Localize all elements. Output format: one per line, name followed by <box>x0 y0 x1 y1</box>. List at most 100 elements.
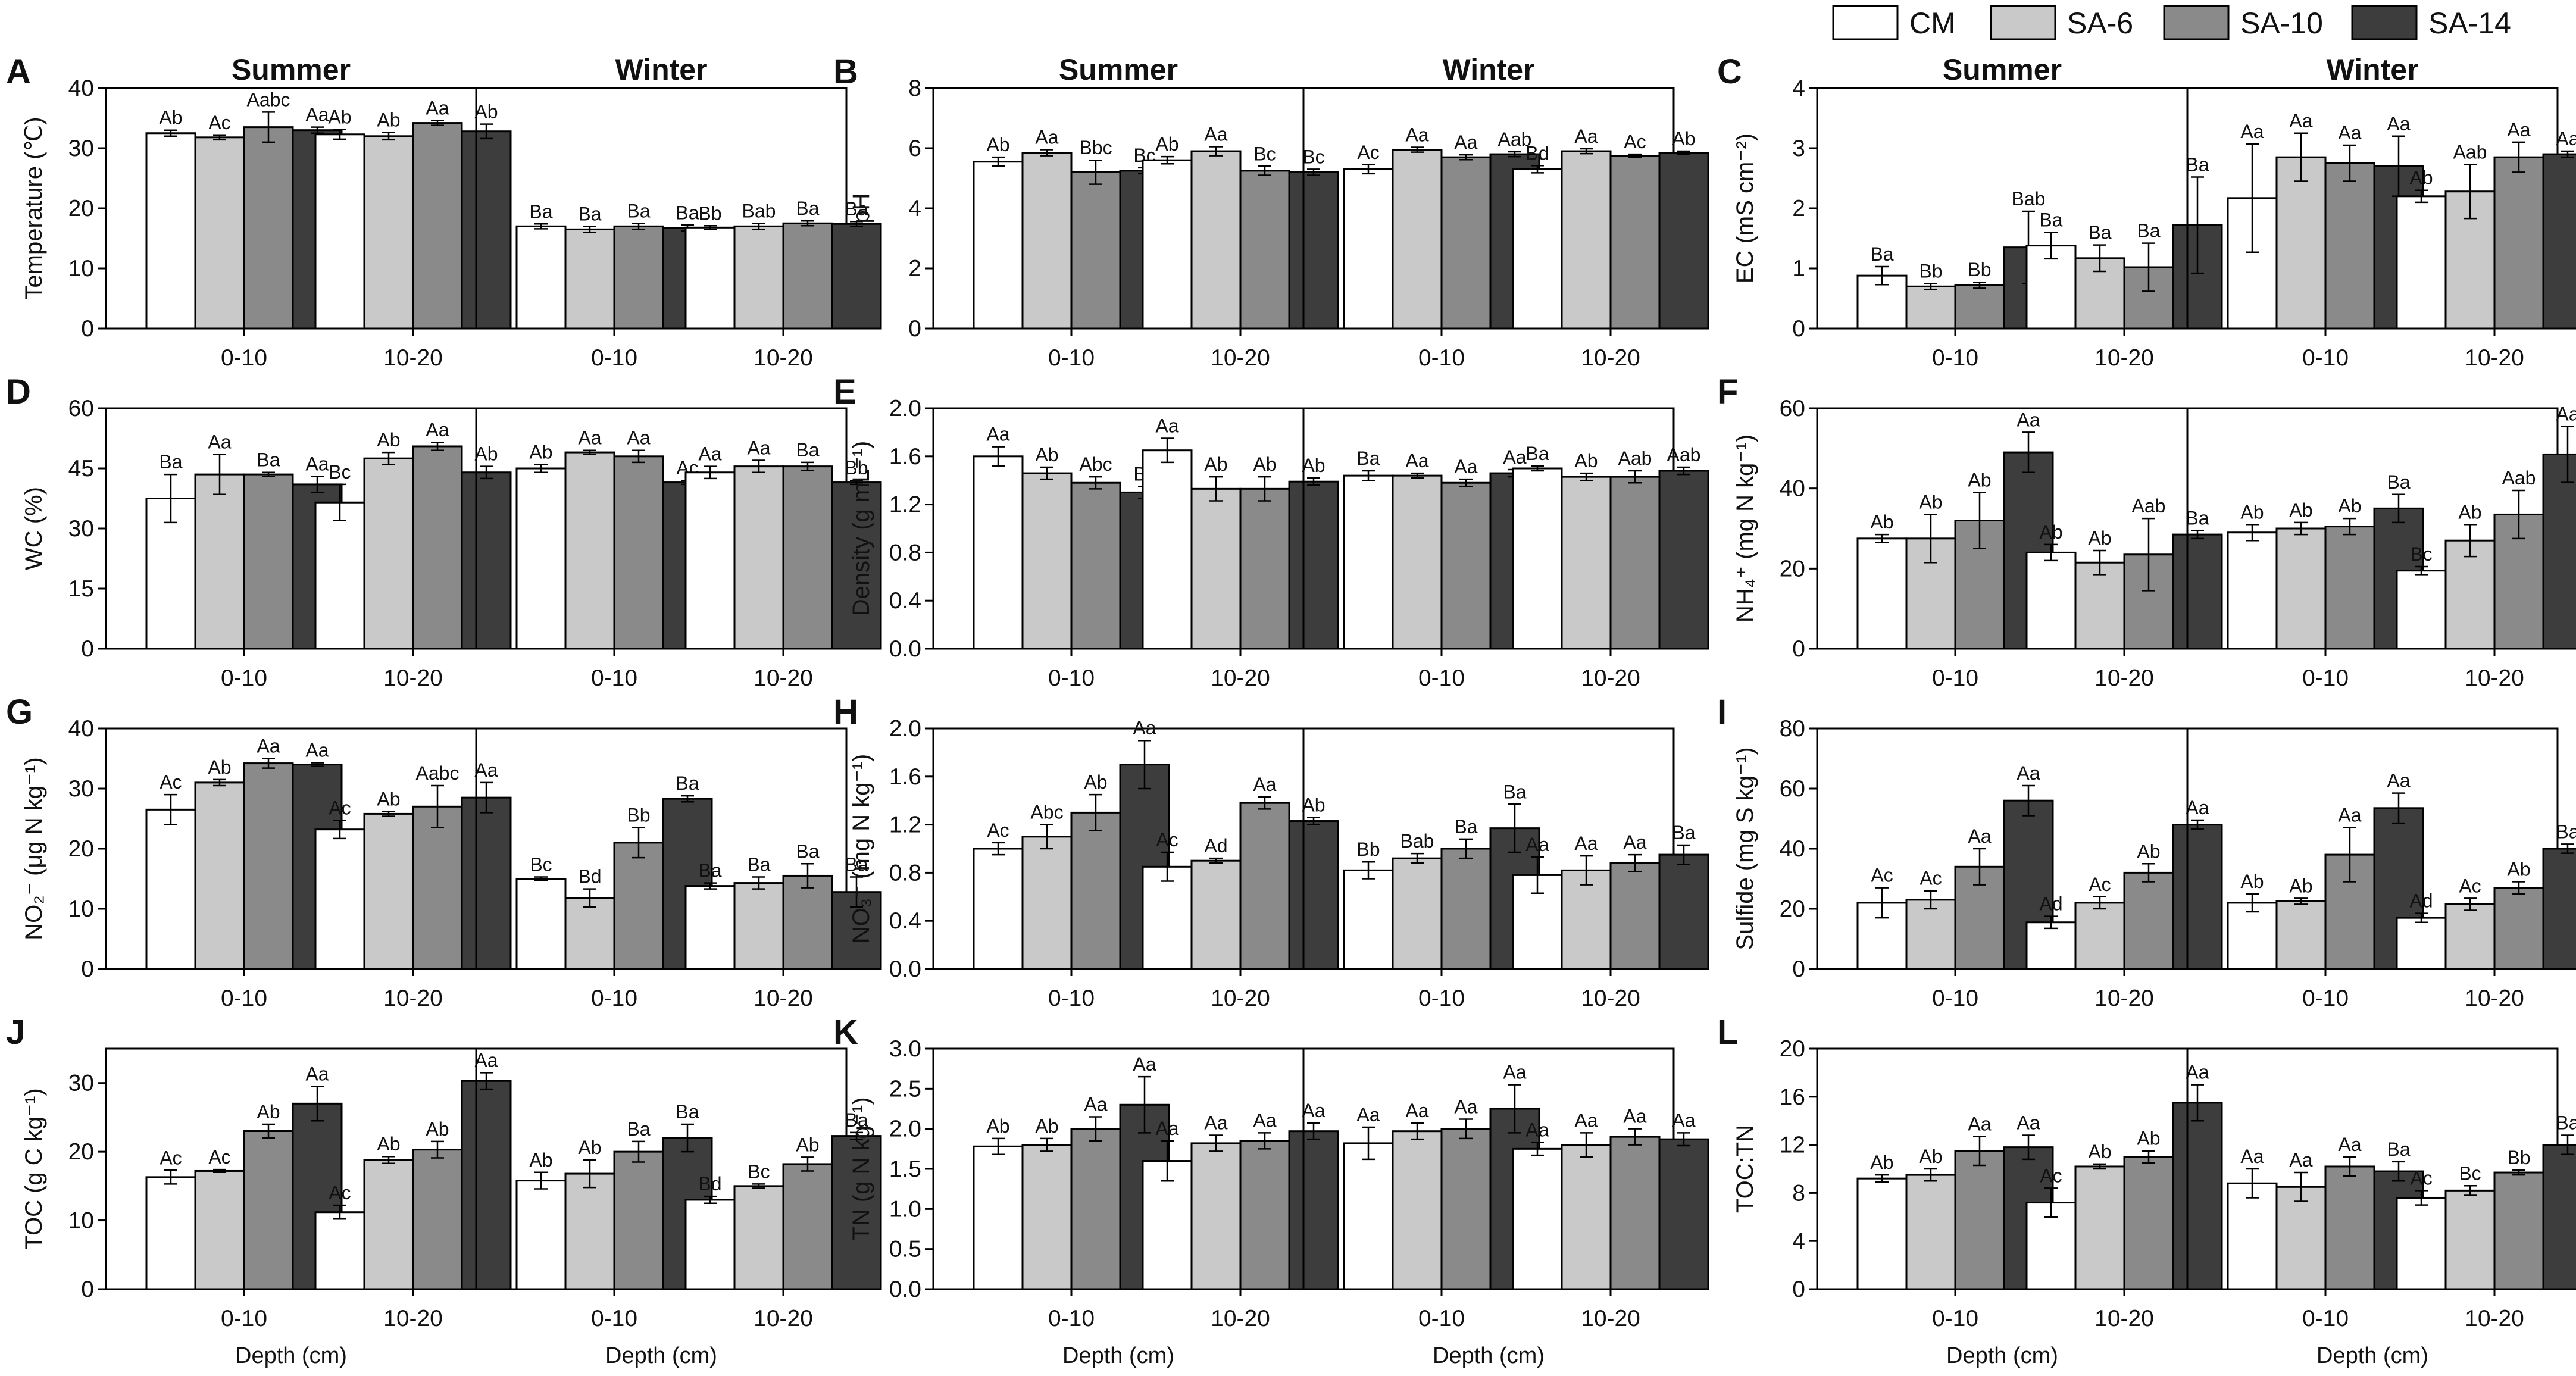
x-axis-label: Depth (cm) <box>1062 1343 1174 1368</box>
significance-label: Ab <box>328 107 351 128</box>
x-tick-label: 10-20 <box>2465 1306 2524 1331</box>
bar-cm <box>145 1176 196 1290</box>
bar-sa6 <box>1392 474 1443 650</box>
bar-cm <box>515 1180 567 1290</box>
significance-label: Bbc <box>1079 137 1112 158</box>
significance-label: Aa <box>1503 446 1526 468</box>
x-tick-label: 10-20 <box>383 345 443 371</box>
legend: CM SA-6 SA-10 SA-14 <box>1832 5 2511 40</box>
significance-label: Aa <box>1454 1096 1477 1118</box>
x-tick-label: 10-20 <box>754 1306 813 1331</box>
bar-cm <box>1343 474 1394 650</box>
y-tick-label: 45 <box>68 456 94 481</box>
significance-label: Aa <box>426 419 449 440</box>
x-axis-label: Depth (cm) <box>2316 1343 2428 1368</box>
significance-label: Aa <box>2289 1149 2312 1171</box>
bar-sa14 <box>2172 533 2223 650</box>
significance-label: Ab <box>2240 871 2264 892</box>
legend-label-cm: CM <box>1909 7 1956 40</box>
significance-label: Aa <box>1204 123 1227 145</box>
panel-letter: F <box>1717 373 1738 411</box>
bar-sa6 <box>1392 857 1443 970</box>
significance-label: Ab <box>529 1149 552 1171</box>
bar-sa10 <box>243 762 294 970</box>
significance-label: Aab <box>1498 129 1532 150</box>
bar-sa14 <box>1658 853 1709 970</box>
significance-label: Ac <box>1871 865 1893 886</box>
significance-label: Aa <box>1574 833 1598 854</box>
bar-sa14 <box>831 1135 882 1290</box>
significance-label: Ac <box>987 820 1009 841</box>
significance-label: Bc <box>2459 1162 2481 1184</box>
x-tick-label: 10-20 <box>754 986 813 1011</box>
y-tick-label: 1.6 <box>889 764 921 790</box>
x-tick-label: 0-10 <box>591 986 637 1011</box>
significance-label: Ac <box>1920 868 1942 889</box>
bar-sa6 <box>2444 903 2496 970</box>
significance-label: Ac <box>2459 875 2481 896</box>
bar-sa6 <box>1905 285 1956 330</box>
bar-sa6 <box>564 897 615 970</box>
subpanel-winter: Ac Aa Aa Aab 0-10 Bd Aa Ac Ab 10-20 <box>1302 87 1709 371</box>
significance-label: Ac <box>2040 1165 2062 1186</box>
significance-label: Ac <box>208 112 230 133</box>
significance-label: Aa <box>2240 1146 2264 1167</box>
bar-sa6 <box>2275 527 2327 650</box>
bar-cm <box>145 808 196 970</box>
bar-cm <box>973 848 1024 970</box>
significance-label: Aa <box>1035 127 1058 148</box>
x-tick-label: 10-20 <box>2465 345 2524 371</box>
y-tick-label: 12 <box>1780 1133 1805 1158</box>
significance-label: Ab <box>796 1134 819 1155</box>
season-title-winter: Winter <box>2326 53 2418 86</box>
significance-label: Ba <box>676 773 699 794</box>
bar-cm <box>1512 467 1563 650</box>
panel-letter: E <box>833 373 856 411</box>
y-tick-label: 20 <box>1780 896 1805 922</box>
legend-swatch-cm <box>1832 5 1899 40</box>
subpanel-summer: Ab Ab Ab Aa 0-10 Ab Ab Aab Ba 10-20 <box>1816 407 2223 691</box>
significance-label: Ba <box>2556 1112 2576 1133</box>
y-tick-label: 30 <box>68 516 94 542</box>
significance-label: Ab <box>986 1115 1009 1137</box>
significance-label: Aa <box>305 453 329 474</box>
y-tick-label: 0.8 <box>889 540 921 565</box>
x-axis-label: Depth (cm) <box>605 1343 717 1368</box>
significance-label: Aa <box>1253 1109 1276 1131</box>
panel-H: H 0.0 0.4 0.8 1.2 1.6 2.0 NO₃⁻ (mg N kg⁻¹) Ac Abc… <box>833 693 1709 1011</box>
subpanel-winter: Ab Ab Ba Ba 0-10 Bd Bc Ab Ba 10-20 Depth (cm) <box>475 1047 882 1368</box>
significance-label: Aa <box>2017 762 2040 784</box>
panel-K: K0.00.51.01.52.02.53.0TN (g N kg⁻¹) Ab AbA… <box>833 1013 1709 1368</box>
bar-sa6 <box>2275 1186 2327 1290</box>
y-axis-label: NO₃⁻ (mg N kg⁻¹) <box>848 754 874 944</box>
significance-label: Aa <box>1356 1104 1380 1125</box>
panel-letter: J <box>6 1013 25 1052</box>
significance-label: Aa <box>2556 128 2576 149</box>
significance-label: Aa <box>1968 1113 1991 1134</box>
significance-label: Ba <box>2556 821 2576 842</box>
bar-sa6 <box>2074 902 2125 970</box>
y-tick-label: 0.8 <box>889 860 921 886</box>
bar-sa6 <box>564 228 615 330</box>
significance-label: Aa <box>1405 450 1428 471</box>
significance-label: Bb <box>2507 1147 2530 1168</box>
subpanel-summer: Ac Abc Ab Aa 0-10 Ac Ad Aa Ab 10-20 <box>932 717 1339 1011</box>
y-tick-label: 3 <box>1792 136 1805 161</box>
bar-cm <box>2025 921 2077 970</box>
significance-label: Ab <box>377 788 400 809</box>
significance-label: Aa <box>1155 415 1178 437</box>
subpanel-summer: Ab Ab Aa Aa 0-10 Aa Aa Aa Aa 10-20 Depth (cm) <box>932 1047 1339 1368</box>
bar-sa6 <box>2074 561 2125 650</box>
significance-label: Aa <box>2240 121 2264 142</box>
season-title-summer: Summer <box>232 53 351 86</box>
bar-sa6 <box>1190 150 1242 330</box>
bar-sa6 <box>194 781 245 970</box>
y-tick-label: 0 <box>1792 956 1805 982</box>
significance-label: Bc <box>1302 146 1324 167</box>
bar-sa14 <box>2172 1102 2223 1290</box>
bar-sa10 <box>2493 156 2544 330</box>
significance-label: Aa <box>1574 1109 1598 1131</box>
significance-label: Ab <box>2338 495 2361 517</box>
